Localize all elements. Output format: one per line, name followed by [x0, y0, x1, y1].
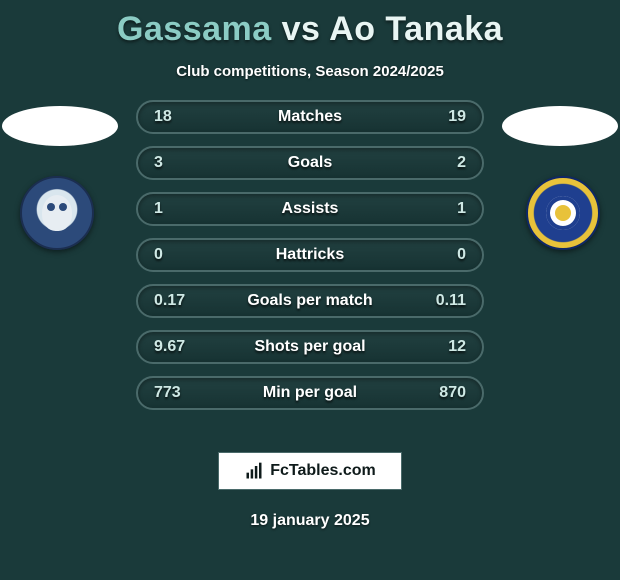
stat-label: Matches — [194, 108, 426, 126]
player-right-name: Ao Tanaka — [329, 10, 503, 48]
stat-left-value: 0.17 — [154, 292, 194, 310]
vs-separator: vs — [282, 10, 321, 48]
stat-right-value: 12 — [426, 338, 466, 356]
comparison-stage: 18 Matches 19 3 Goals 2 1 Assists 1 0 Ha… — [0, 100, 620, 430]
owl-icon — [42, 195, 72, 231]
club-badge-right — [526, 176, 600, 250]
stat-left-value: 3 — [154, 154, 194, 172]
stat-label: Goals per match — [194, 292, 426, 310]
stat-left-value: 0 — [154, 246, 194, 264]
spotlight-right — [502, 106, 618, 146]
stat-right-value: 0 — [426, 246, 466, 264]
stat-label: Assists — [194, 200, 426, 218]
player-left-name: Gassama — [117, 10, 272, 48]
stat-right-value: 19 — [426, 108, 466, 126]
stat-row: 3 Goals 2 — [136, 146, 484, 180]
page-title: Gassama vs Ao Tanaka — [0, 0, 620, 49]
rose-icon — [546, 196, 580, 230]
brand-link[interactable]: FcTables.com — [218, 452, 402, 490]
club-badge-left — [20, 176, 94, 250]
brand-text: FcTables.com — [270, 462, 376, 480]
stat-row: 9.67 Shots per goal 12 — [136, 330, 484, 364]
stat-row: 0.17 Goals per match 0.11 — [136, 284, 484, 318]
stat-row: 18 Matches 19 — [136, 100, 484, 134]
stat-label: Min per goal — [194, 384, 426, 402]
spotlight-left — [2, 106, 118, 146]
stat-left-value: 1 — [154, 200, 194, 218]
stat-label: Shots per goal — [194, 338, 426, 356]
stat-left-value: 773 — [154, 384, 194, 402]
bar-chart-icon — [244, 461, 264, 481]
stat-right-value: 2 — [426, 154, 466, 172]
stat-row: 1 Assists 1 — [136, 192, 484, 226]
stat-right-value: 870 — [426, 384, 466, 402]
subtitle: Club competitions, Season 2024/2025 — [0, 63, 620, 80]
stat-rows: 18 Matches 19 3 Goals 2 1 Assists 1 0 Ha… — [136, 100, 484, 422]
stat-label: Goals — [194, 154, 426, 172]
stat-row: 0 Hattricks 0 — [136, 238, 484, 272]
stat-left-value: 9.67 — [154, 338, 194, 356]
date-text: 19 january 2025 — [0, 512, 620, 530]
stat-left-value: 18 — [154, 108, 194, 126]
stat-right-value: 1 — [426, 200, 466, 218]
stat-row: 773 Min per goal 870 — [136, 376, 484, 410]
stat-label: Hattricks — [194, 246, 426, 264]
stat-right-value: 0.11 — [426, 292, 466, 310]
